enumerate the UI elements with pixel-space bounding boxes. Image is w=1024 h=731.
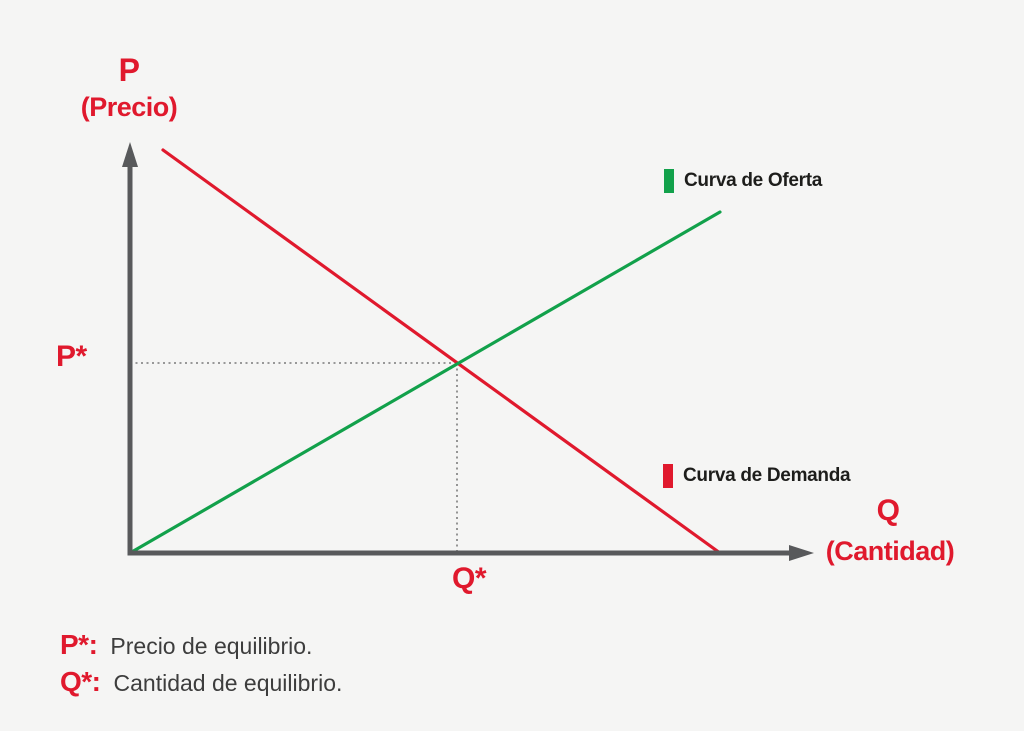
equilibrium-price-label: P*: [56, 340, 87, 373]
equilibrium-quantity-label: Q*: [451, 562, 487, 595]
y-axis-name: (Precio): [80, 92, 178, 122]
supply-swatch-icon: [664, 169, 674, 193]
note-term-q: Q*:: [60, 666, 101, 697]
note-definition-q: Cantidad de equilibrio.: [113, 670, 343, 696]
demand-swatch-icon: [663, 464, 673, 488]
legend-item-demanda: Curva de Demanda: [663, 464, 851, 488]
x-axis-symbol: Q: [876, 494, 900, 527]
x-axis-name: (Cantidad): [825, 536, 955, 566]
legend-label-oferta: Curva de Oferta: [684, 170, 823, 191]
note-definition-p: Precio de equilibrio.: [110, 633, 313, 659]
note-term-p: P*:: [60, 629, 98, 660]
note-equilibrium-quantity: Q*: Cantidad de equilibrio.: [60, 666, 342, 698]
note-equilibrium-price: P*: Precio de equilibrio.: [60, 629, 312, 661]
legend-item-oferta: Curva de Oferta: [664, 169, 822, 193]
legend-label-demanda: Curva de Demanda: [683, 465, 851, 486]
y-axis-symbol: P: [118, 52, 140, 88]
